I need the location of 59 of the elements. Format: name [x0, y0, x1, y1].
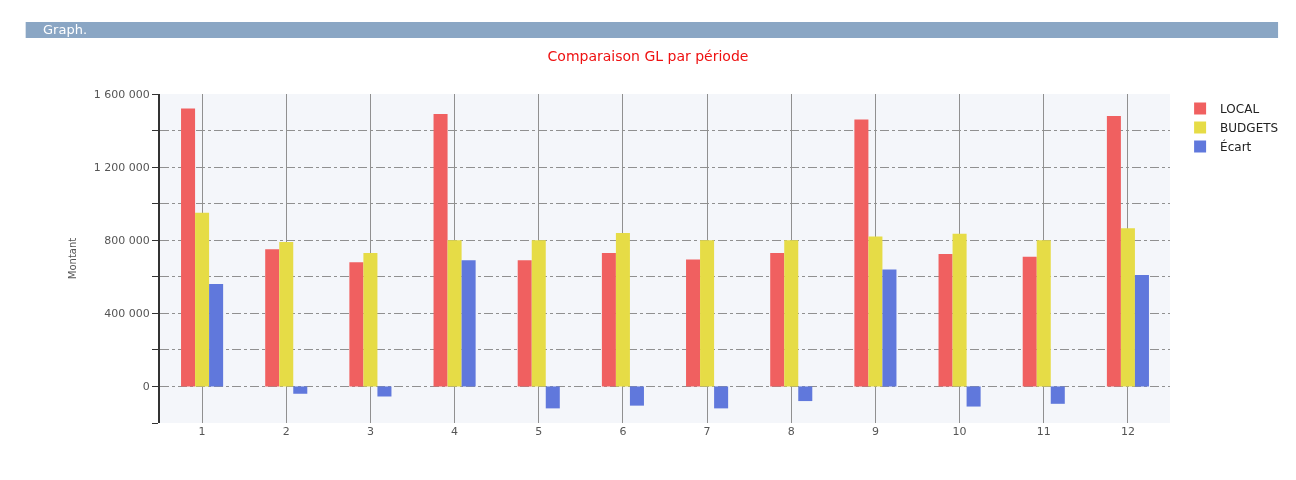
y-tick-label: 800 000	[104, 234, 150, 248]
y-tick-label: 400 000	[104, 307, 150, 321]
bar	[938, 253, 953, 387]
legend-label: Écart	[1220, 139, 1252, 155]
x-tick-label: 4	[451, 425, 459, 438]
bar	[293, 386, 308, 394]
bar	[629, 386, 644, 406]
x-tick-label: 12	[1120, 425, 1135, 438]
bar	[1022, 256, 1037, 387]
bar	[854, 119, 869, 387]
bar	[1050, 386, 1065, 404]
bar	[952, 233, 967, 387]
legend-label: LOCAL	[1220, 102, 1260, 117]
bar	[279, 242, 294, 387]
bar	[1134, 274, 1149, 387]
chart-title: Comparaison GL par période	[547, 48, 749, 65]
bar	[882, 269, 897, 387]
bar	[770, 253, 785, 387]
bar	[377, 386, 392, 397]
bar	[1120, 228, 1135, 387]
bar	[966, 386, 981, 407]
bar	[461, 260, 476, 387]
bar	[868, 236, 883, 387]
x-tick-label: 5	[535, 425, 543, 438]
x-tick-label: 3	[366, 425, 374, 438]
bar	[615, 232, 630, 387]
bar	[209, 284, 224, 387]
bar	[195, 212, 210, 387]
bar	[798, 386, 813, 402]
x-tick-label: 6	[619, 425, 627, 438]
bar	[1036, 240, 1051, 387]
bar	[517, 260, 532, 387]
x-tick-label: 1	[198, 425, 206, 438]
bar	[1106, 115, 1121, 387]
bar	[447, 240, 462, 387]
bar	[363, 253, 378, 387]
bar	[686, 259, 701, 387]
x-tick-label: 2	[282, 425, 290, 438]
x-tick-label: 10	[952, 425, 967, 438]
x-tick-label: 11	[1036, 425, 1051, 438]
bar	[531, 240, 546, 387]
x-tick-label: 9	[871, 425, 879, 438]
legend-label: BUDGETS	[1220, 121, 1279, 136]
bar	[714, 386, 729, 409]
bar	[784, 240, 799, 387]
bar	[601, 253, 616, 387]
y-axis-title: Montant	[67, 237, 79, 280]
bar	[545, 386, 560, 409]
x-tick-label: 7	[703, 425, 711, 438]
bar	[349, 262, 364, 387]
text: Graph.	[43, 22, 88, 37]
y-tick-label: 1 200 000	[93, 160, 150, 174]
bar	[433, 114, 448, 387]
bar	[265, 249, 280, 387]
x-tick-label: 8	[787, 425, 795, 438]
y-tick-label: 0	[142, 380, 150, 394]
bar	[181, 108, 196, 387]
bar	[700, 240, 715, 387]
y-tick-label: 1 600 000	[93, 87, 150, 101]
